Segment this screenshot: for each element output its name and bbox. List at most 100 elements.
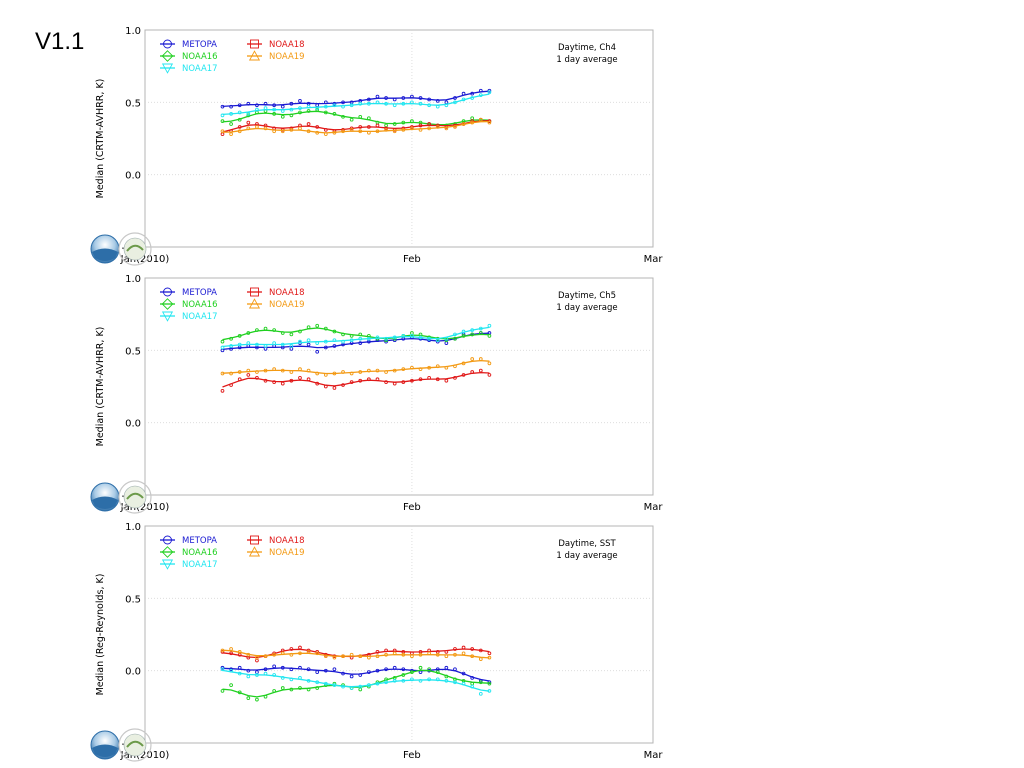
data-point-noaa16 — [315, 686, 320, 690]
nesdis-logo — [118, 480, 152, 514]
data-point-noaa19 — [435, 125, 440, 129]
x-tick-label: Feb — [403, 502, 421, 513]
data-point-noaa18 — [375, 123, 380, 128]
data-point-metopa — [237, 665, 242, 670]
y-tick-label: 1.0 — [125, 274, 141, 285]
data-point-noaa19 — [418, 652, 423, 657]
data-point-metopa — [298, 665, 302, 670]
data-point-metopa — [358, 341, 363, 345]
data-point-metopa — [401, 667, 406, 672]
data-point-noaa16 — [487, 681, 492, 686]
data-point-noaa16 — [255, 328, 259, 332]
series-line-noaa18 — [222, 371, 490, 388]
data-point-noaa17 — [289, 107, 294, 112]
data-point-noaa19 — [323, 132, 328, 137]
data-point-noaa16 — [435, 670, 440, 674]
data-point-noaa18 — [367, 377, 371, 382]
data-point-metopa — [392, 665, 397, 670]
series-noaa19 — [220, 357, 492, 377]
data-point-metopa — [315, 349, 320, 354]
data-point-noaa17 — [375, 100, 380, 105]
data-point-noaa17 — [435, 677, 440, 682]
data-point-noaa19 — [401, 652, 406, 657]
series-noaa17 — [220, 323, 492, 350]
data-point-noaa16 — [418, 332, 423, 337]
data-point-noaa18 — [255, 122, 259, 126]
data-point-noaa18 — [375, 650, 380, 654]
legend-marker-noaa17 — [161, 559, 174, 570]
data-point-metopa — [263, 667, 268, 672]
data-point-metopa — [367, 97, 371, 102]
data-point-noaa17 — [289, 677, 294, 682]
data-point-noaa17 — [237, 671, 242, 676]
legend-label: NOAA16 — [182, 548, 218, 558]
data-point-noaa19 — [298, 126, 302, 131]
data-point-noaa17 — [358, 336, 363, 341]
data-point-noaa19 — [289, 652, 294, 657]
legend-item-noaa16: NOAA16 — [160, 546, 218, 558]
legend-marker-noaa16 — [161, 546, 174, 558]
data-point-metopa — [410, 94, 414, 99]
plot-frame — [144, 525, 654, 744]
data-point-noaa16 — [237, 117, 242, 122]
data-point-noaa18 — [487, 373, 492, 377]
data-point-noaa16 — [444, 674, 449, 679]
data-point-noaa19 — [341, 370, 345, 374]
data-point-noaa19 — [461, 122, 466, 126]
data-point-metopa — [367, 670, 371, 674]
data-point-noaa17 — [220, 667, 225, 672]
data-point-metopa — [315, 670, 320, 674]
data-point-noaa19 — [349, 371, 354, 376]
data-point-noaa16 — [298, 110, 302, 115]
data-point-noaa19 — [263, 126, 268, 131]
data-point-noaa18 — [349, 126, 354, 131]
data-point-noaa19 — [237, 370, 242, 374]
data-point-metopa — [220, 665, 225, 670]
data-point-noaa16 — [341, 114, 345, 119]
legend-marker-metopa — [163, 535, 172, 545]
data-point-metopa — [384, 96, 388, 100]
data-point-noaa18 — [375, 377, 380, 382]
legend-label: METOPA — [182, 40, 217, 50]
y-axis-label: Median (CRTM-AVHRR, K) — [95, 79, 106, 199]
data-point-noaa16 — [306, 687, 311, 692]
data-point-metopa — [323, 345, 328, 350]
data-point-noaa18 — [358, 125, 363, 129]
data-point-noaa17 — [418, 678, 423, 683]
data-point-noaa18 — [280, 381, 285, 386]
data-point-noaa17 — [375, 681, 380, 686]
data-point-noaa16 — [367, 116, 371, 121]
data-point-noaa17 — [410, 677, 414, 682]
data-point-noaa17 — [246, 112, 251, 116]
data-point-noaa19 — [392, 651, 397, 656]
data-point-noaa17 — [427, 336, 431, 341]
data-point-noaa16 — [427, 667, 431, 672]
data-point-noaa16 — [289, 113, 294, 118]
data-point-metopa — [392, 97, 397, 102]
legend-label: NOAA16 — [182, 52, 218, 62]
noaa-logo — [90, 482, 120, 512]
legend-label: NOAA16 — [182, 300, 218, 310]
data-point-noaa19 — [220, 648, 225, 653]
data-point-noaa17 — [444, 336, 449, 341]
data-point-noaa19 — [289, 370, 294, 374]
data-point-metopa — [246, 101, 251, 106]
series-noaa18 — [220, 645, 492, 663]
data-point-metopa — [349, 674, 354, 679]
data-point-noaa17 — [255, 342, 259, 347]
data-point-noaa18 — [237, 125, 242, 129]
legend-label: NOAA17 — [182, 312, 218, 322]
legend-marker-noaa19 — [248, 50, 261, 61]
data-point-noaa19 — [229, 132, 233, 137]
data-point-noaa19 — [427, 126, 431, 131]
data-point-noaa19 — [255, 655, 259, 660]
data-point-noaa19 — [349, 127, 354, 132]
data-point-metopa — [237, 103, 242, 108]
legend-label: NOAA18 — [269, 40, 305, 50]
legend-item-metopa: METOPA — [160, 39, 217, 50]
data-point-noaa16 — [315, 107, 320, 112]
legend-label: METOPA — [182, 288, 217, 298]
legend-marker-noaa16 — [161, 298, 174, 310]
data-point-noaa16 — [332, 329, 337, 334]
data-point-noaa19 — [444, 654, 449, 659]
